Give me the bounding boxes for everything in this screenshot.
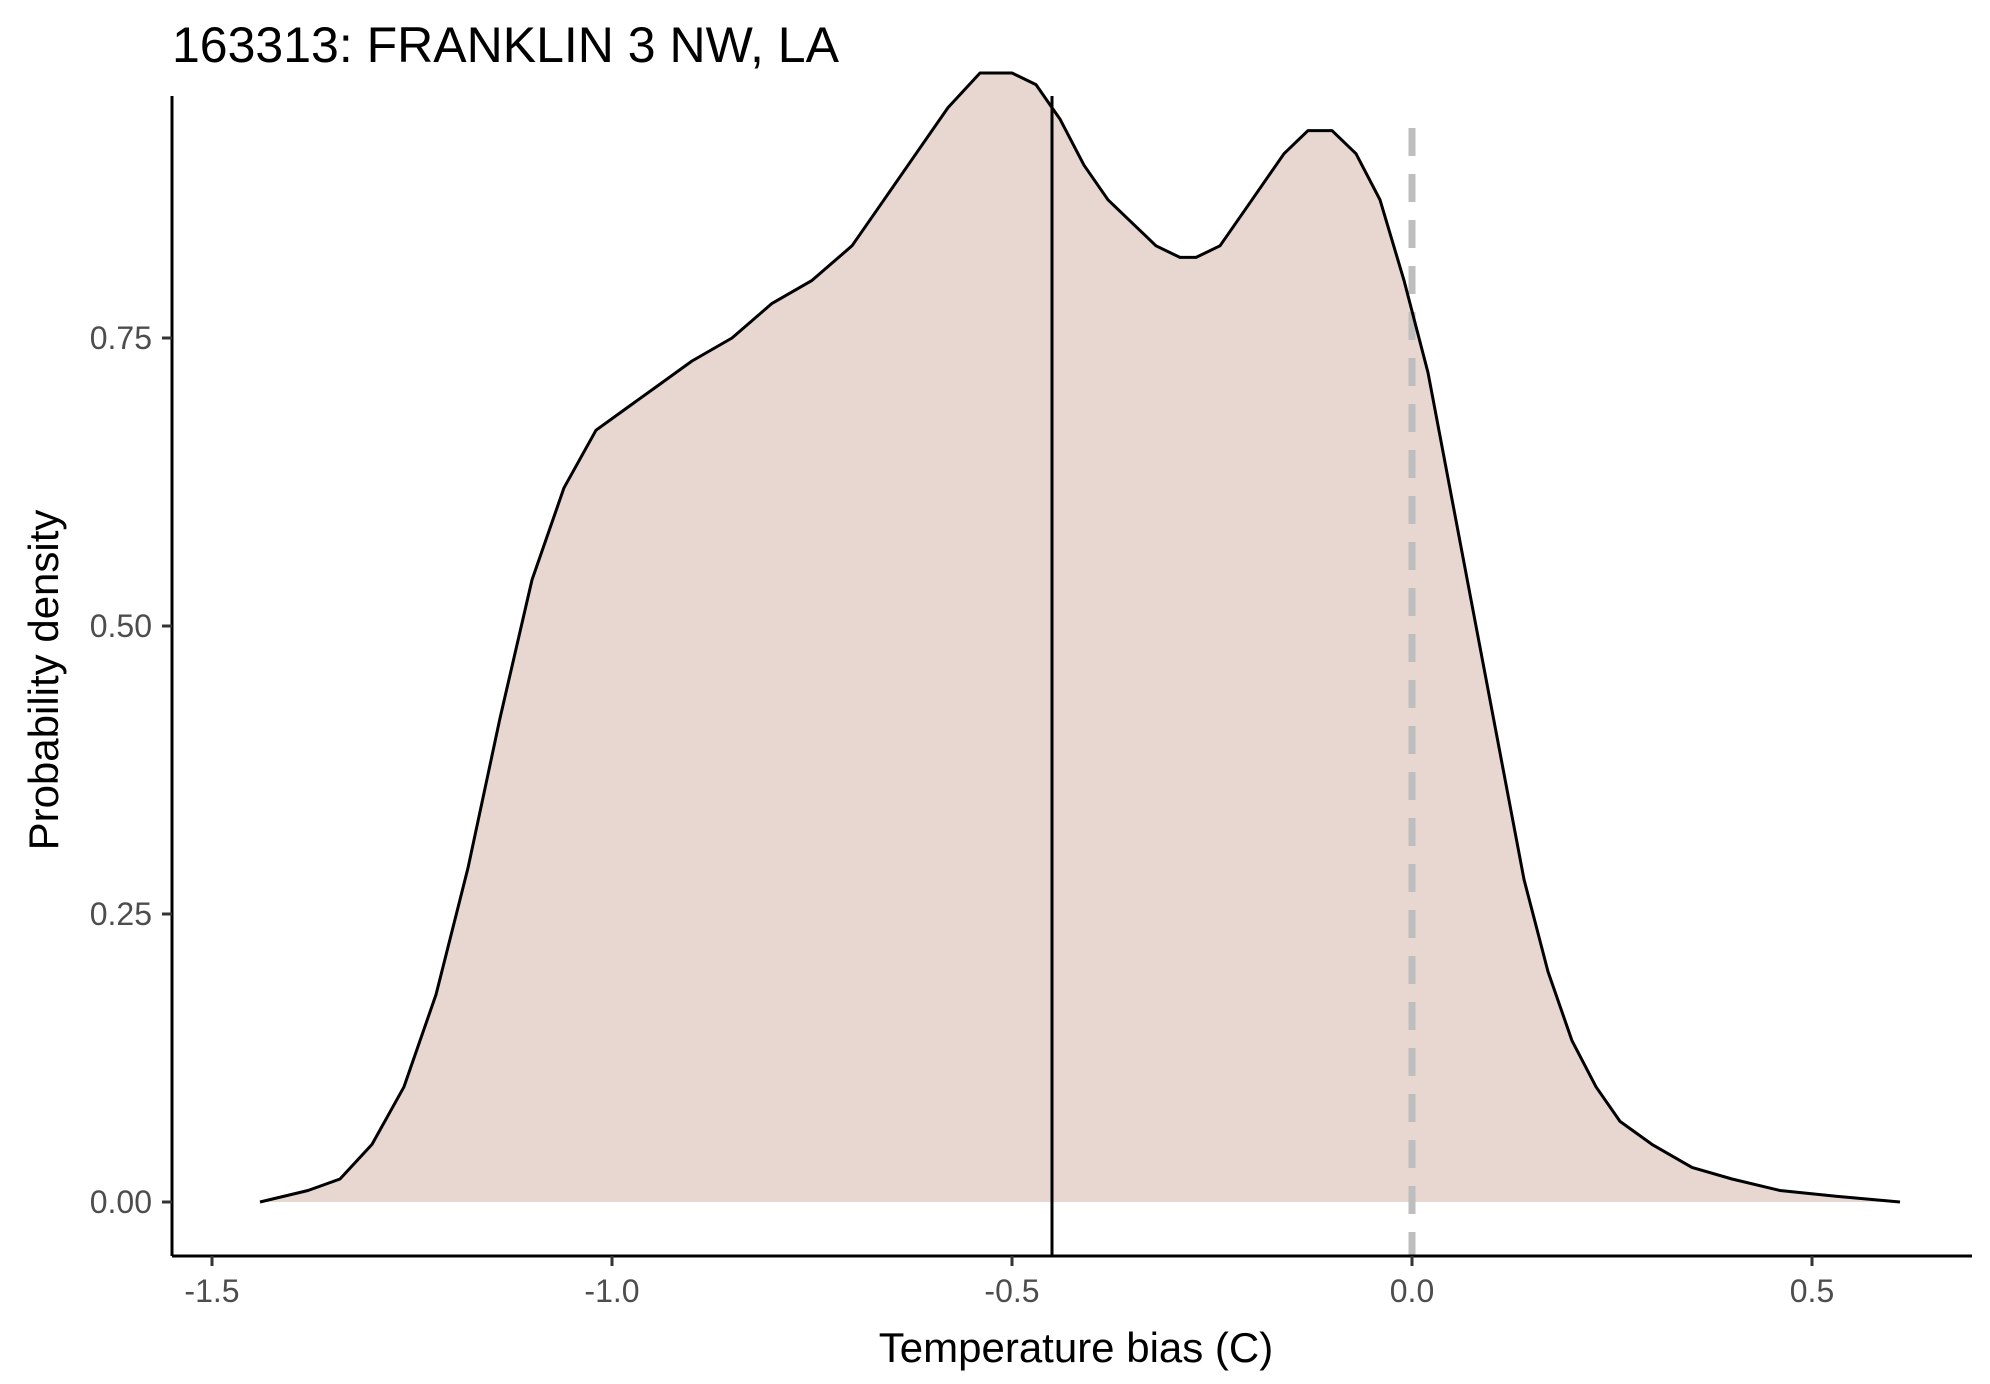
- x-axis-title: Temperature bias (C): [879, 1324, 1273, 1371]
- density-curve-line: [259, 71, 1901, 1204]
- x-axis-ticks: -1.5 -1.0 -0.5 0.0 0.5: [184, 1256, 1834, 1309]
- y-tick-label: 0.00: [90, 1184, 152, 1220]
- x-tick-label: -0.5: [984, 1273, 1039, 1309]
- y-tick-label: 0.25: [90, 896, 152, 932]
- plot-area: [259, 71, 1901, 1256]
- x-tick-label: -1.5: [184, 1273, 239, 1309]
- y-tick-label: 0.50: [90, 608, 152, 644]
- chart-title: 163313: FRANKLIN 3 NW, LA: [172, 17, 840, 73]
- y-axis-title: Probability density: [20, 510, 67, 851]
- x-tick-label: 0.0: [1390, 1273, 1434, 1309]
- y-axis-ticks: 0.00 0.25 0.50 0.75: [90, 320, 172, 1220]
- x-tick-label: -1.0: [584, 1273, 639, 1309]
- axes: 0.00 0.25 0.50 0.75 -1.5 -1.0 -0.5 0.0 0.5: [90, 96, 1972, 1309]
- x-tick-label: 0.5: [1790, 1273, 1834, 1309]
- density-area-fill: [260, 73, 1900, 1202]
- y-tick-label: 0.75: [90, 320, 152, 356]
